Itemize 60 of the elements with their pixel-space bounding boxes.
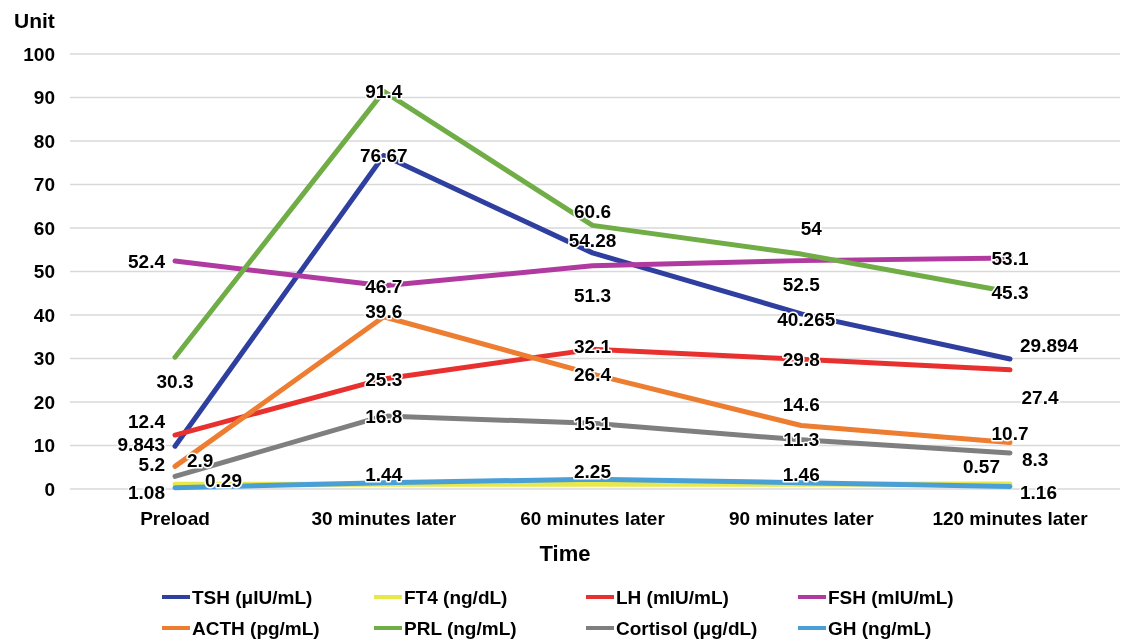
y-tick-label: 40 [33,304,55,326]
legend-label: PRL (ng/mL) [404,617,517,639]
x-tick-label: 120 minutes later [932,508,1089,529]
data-label: 46.7 [365,275,403,297]
data-label: 45.3 [991,281,1029,303]
data-label: 27.4 [1021,387,1059,409]
data-label: 91.4 [365,81,403,103]
data-label: 29.894 [1020,334,1079,356]
legend-label: GH (ng/mL) [828,617,932,639]
data-label: 8.3 [1022,448,1049,470]
x-axis-title: Time [539,541,591,566]
data-label: 1.16 [1020,481,1057,503]
y-tick-label: 80 [33,130,55,152]
data-label: 30.3 [156,370,194,392]
data-label: 53.1 [991,247,1029,269]
legend-label: TSH (μIU/mL) [192,586,313,608]
data-label: 25.3 [365,368,403,390]
data-label: 11.3 [783,429,820,451]
legend-label: Cortisol (μg/dL) [616,617,758,639]
y-tick-label: 70 [33,174,55,196]
data-label: 51.3 [574,285,611,307]
x-tick-label: 60 minutes later [520,508,666,529]
legend-label: FSH (mIU/mL) [828,586,954,608]
data-label: 0.57 [963,456,1000,478]
data-label: 14.6 [782,394,820,416]
y-tick-label: 90 [33,87,55,109]
y-tick-label: 50 [33,261,55,283]
x-tick-label: 30 minutes later [311,508,457,529]
y-tick-label: 60 [33,217,55,239]
data-label: 40.265 [777,309,836,331]
data-label: 52.4 [128,250,166,272]
data-label: 15.1 [574,412,612,434]
data-label: 9.843 [117,433,165,455]
y-tick-label: 20 [33,391,55,413]
y-axis-title: Unit [14,9,55,32]
y-tick-label: 0 [44,478,55,500]
data-label: 29.8 [782,349,820,371]
data-label: 39.6 [365,301,403,323]
data-label: 10.7 [991,423,1029,445]
data-label: 2.9 [187,450,214,472]
data-label: 52.5 [782,274,821,296]
legend-label: ACTH (pg/mL) [192,617,320,639]
data-label: 60.6 [574,201,611,223]
x-tick-label: Preload [140,508,210,529]
data-label: 1.46 [782,464,820,486]
data-label: 16.8 [365,405,403,427]
data-label: 54 [800,217,823,239]
y-tick-label: 100 [23,43,55,65]
data-label: 2.25 [574,460,612,482]
legend-label: LH (mIU/mL) [616,586,729,608]
y-tick-label: 30 [33,348,55,370]
y-tick-label: 10 [33,435,55,457]
x-tick-label: 90 minutes later [728,508,875,529]
legend-label: FT4 (ng/dL) [404,586,508,608]
data-label: 1.08 [128,481,165,503]
data-label: 54.28 [568,229,617,251]
data-label: 12.4 [128,410,166,432]
data-label: 5.2 [138,454,165,476]
data-label: 1.44 [365,464,403,486]
data-label: 76.67 [359,145,408,167]
